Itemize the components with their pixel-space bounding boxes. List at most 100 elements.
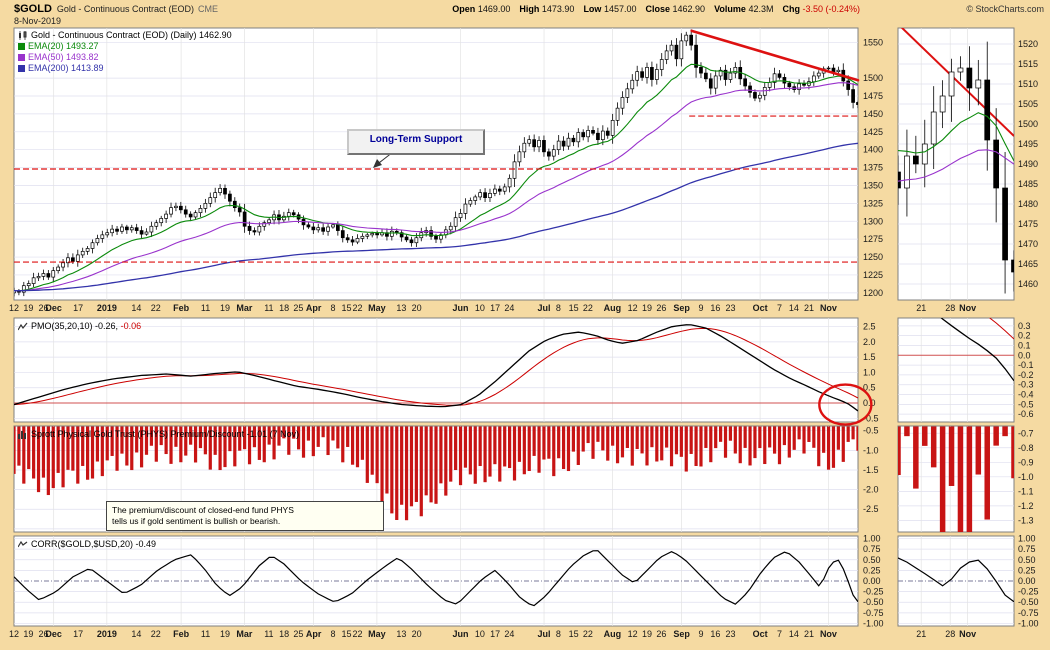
- corr-legend: CORR($GOLD,$USD,20) -0.49: [17, 539, 156, 550]
- premium-discount-bar: [130, 426, 134, 471]
- premium-discount-bar: [615, 426, 620, 464]
- candle-body: [389, 230, 394, 237]
- candle-body: [355, 238, 360, 243]
- x-axis-label: 16: [710, 303, 720, 313]
- x-axis-label: 11: [201, 629, 210, 639]
- y-axis-label: 0.0: [1018, 350, 1031, 360]
- y-axis-label: 0.75: [863, 544, 881, 554]
- candle-body: [596, 132, 600, 141]
- candle-body: [41, 273, 46, 277]
- candle-body: [223, 187, 227, 195]
- candle-body: [831, 67, 836, 73]
- copyright[interactable]: © StockCharts.com: [966, 4, 1044, 14]
- premium-discount-bar: [41, 426, 46, 478]
- pmo-crossover-circle: [818, 383, 873, 426]
- premium-discount-bar: [95, 426, 100, 462]
- candle-body: [497, 188, 502, 192]
- series-line: [898, 112, 1014, 162]
- candle-body: [704, 72, 708, 80]
- premium-discount-bar: [61, 426, 65, 488]
- ticker-symbol[interactable]: $GOLD: [14, 3, 52, 15]
- premium-discount-bar: [267, 426, 271, 445]
- premium-discount-bar: [400, 426, 404, 505]
- premium-discount-bar: [292, 426, 296, 439]
- premium-discount-bar: [542, 426, 546, 460]
- premium-discount-bar: [904, 426, 910, 437]
- y-axis-label: 1550: [863, 37, 883, 47]
- y-axis-label: 1.5: [863, 352, 876, 362]
- candle-body: [331, 224, 335, 228]
- candle-body: [115, 228, 119, 232]
- premium-discount-bar: [625, 426, 629, 448]
- candle-body: [659, 59, 664, 70]
- candle-body: [350, 239, 355, 243]
- premium-discount-bar: [856, 426, 858, 451]
- x-axis-label: Aug: [604, 629, 622, 639]
- candle-body: [615, 107, 620, 121]
- y-axis-label: -0.4: [1018, 390, 1034, 400]
- candle-body: [336, 224, 340, 231]
- premium-discount-bar: [586, 426, 590, 444]
- x-axis-label: 24: [504, 629, 514, 639]
- candle-body: [811, 75, 816, 83]
- candle-body: [571, 137, 576, 143]
- x-axis-label: 15: [342, 629, 352, 639]
- premium-discount-bar: [350, 426, 355, 465]
- candle-body: [625, 88, 630, 98]
- header-row: $GOLD Gold - Continuous Contract (EOD) C…: [14, 3, 1045, 15]
- x-axis-label: 8: [331, 303, 336, 313]
- candle-body: [733, 67, 738, 74]
- series-group: [898, 557, 1014, 603]
- premium-discount-bar: [444, 426, 448, 496]
- y-axis-label: 1520: [1018, 39, 1038, 49]
- premium-discount-bar: [287, 426, 291, 455]
- candle-body: [600, 130, 605, 141]
- line-chart-icon-2: [17, 540, 28, 549]
- premium-discount-bar: [709, 426, 713, 463]
- premium-discount-bar: [385, 426, 389, 494]
- candle-body: [66, 257, 70, 264]
- x-axis-label: 16: [710, 629, 720, 639]
- candle-body: [713, 75, 718, 89]
- y-axis-label: -0.5: [1018, 399, 1034, 409]
- premium-discount-bar: [922, 426, 928, 446]
- series-line: [14, 324, 858, 412]
- premium-discount-bar: [395, 426, 399, 520]
- premium-discount-bar: [404, 426, 409, 521]
- premium-discount-bar: [419, 426, 423, 517]
- premium-discount-bar: [14, 426, 16, 474]
- premium-discount-bar: [46, 426, 50, 496]
- premium-discount-bar: [777, 426, 782, 465]
- premium-discount-bar: [22, 426, 26, 484]
- premium-discount-bar: [36, 426, 41, 493]
- x-axis-label: 26: [39, 303, 49, 313]
- premium-discount-bar: [768, 426, 772, 448]
- candle-body: [434, 235, 438, 240]
- x-axis-label: 12: [9, 629, 19, 639]
- x-axis-label: 19: [220, 303, 230, 313]
- premium-discount-bar: [336, 426, 340, 449]
- candle-body: [921, 143, 928, 165]
- y-axis-label: 1460: [1018, 279, 1038, 289]
- x-axis-label: 9: [699, 629, 704, 639]
- y-axis-label: 1400: [863, 145, 883, 155]
- premium-discount-bar: [257, 426, 261, 460]
- premium-discount-bar: [611, 426, 615, 446]
- x-axis-label: Sep: [673, 629, 690, 639]
- candle-body: [767, 82, 772, 88]
- price-panel: [13, 27, 859, 301]
- x-axis-label: Oct: [753, 629, 768, 639]
- premium-discount-bar: [782, 426, 786, 446]
- y-axis-label: 1495: [1018, 139, 1038, 149]
- candle-body: [478, 192, 483, 198]
- x-axis-label: Jun: [452, 629, 468, 639]
- premium-discount-bar: [694, 426, 698, 466]
- premium-discount-bar: [174, 426, 178, 447]
- candle-body: [282, 215, 286, 221]
- y-axis-label: 1375: [863, 163, 883, 173]
- candle-body: [105, 232, 110, 236]
- premium-discount-bar: [817, 426, 821, 467]
- premium-discount-bar: [684, 426, 688, 472]
- premium-discount-bar: [311, 426, 315, 457]
- y-axis-label: 0.1: [1018, 340, 1031, 350]
